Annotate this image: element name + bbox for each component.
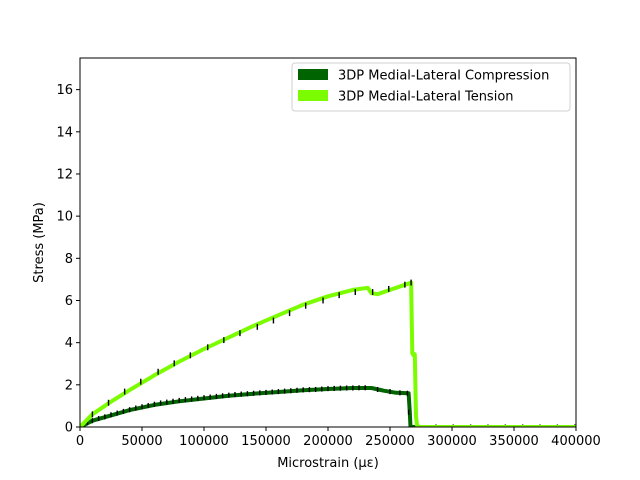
legend: 3DP Medial-Lateral Compression 3DP Media… [291, 62, 571, 112]
axes-border [79, 57, 577, 428]
y-tick-label: 2 [65, 378, 73, 393]
x-tick-label: 250000 [365, 434, 415, 449]
y-tick-label: 8 [65, 252, 73, 267]
series-group [80, 279, 576, 427]
legend-label-tension: 3DP Medial-Lateral Tension [338, 90, 514, 105]
legend-box [291, 62, 571, 112]
x-tick-label: 100000 [179, 434, 229, 449]
y-axis-label: Stress (MPa) [32, 202, 47, 283]
plot-area [80, 279, 576, 427]
axes-frame [79, 57, 577, 428]
y-tick-label: 14 [56, 125, 73, 140]
y-tick-label: 12 [56, 167, 73, 182]
x-tick-label: 350000 [489, 434, 539, 449]
x-tick-label: 150000 [241, 434, 291, 449]
series-line-compression [80, 386, 576, 427]
legend-swatch-tension [298, 90, 328, 101]
legend-swatch-compression [298, 69, 328, 80]
legend-label-compression: 3DP Medial-Lateral Compression [338, 69, 549, 84]
y-tick-label: 16 [56, 83, 73, 98]
y-tick-label: 10 [56, 210, 73, 225]
x-tick-label: 50000 [121, 434, 162, 449]
series-line-tension [80, 280, 576, 427]
x-tick-label: 400000 [551, 434, 601, 449]
y-tick-label: 4 [65, 336, 73, 351]
y-axis-ticks: 0 2 4 6 8 10 12 14 16 [56, 83, 80, 436]
y-tick-label: 0 [65, 421, 73, 436]
y-tick-label: 6 [65, 294, 73, 309]
x-axis-ticks: 0 50000 100000 150000 200000 250000 300000 3500… [76, 427, 601, 449]
x-axis-label: Microstrain (με) [277, 456, 379, 471]
x-tick-label: 0 [76, 434, 84, 449]
x-tick-label: 200000 [303, 434, 353, 449]
x-tick-label: 300000 [427, 434, 477, 449]
